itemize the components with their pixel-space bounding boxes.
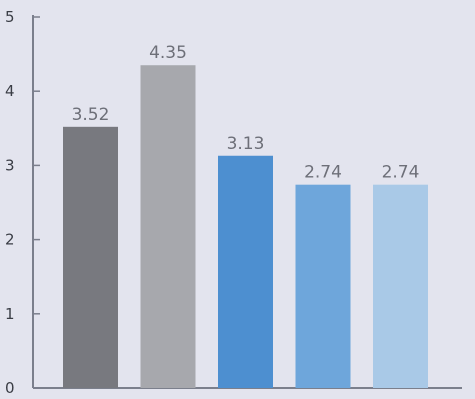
bar-value-label: 3.52 — [72, 105, 110, 125]
bar — [63, 126, 118, 388]
bar-value-label: 4.35 — [149, 43, 187, 63]
y-tick-label: 2 — [5, 231, 15, 249]
bar-value-label: 2.74 — [382, 163, 420, 183]
bar-value-label: 2.74 — [304, 163, 342, 183]
bars — [63, 65, 428, 388]
y-tick-label: 0 — [5, 379, 15, 397]
value-labels: 3.52 4.35 3.13 2.74 2.74 — [72, 43, 420, 182]
y-tick-label: 5 — [5, 8, 15, 26]
bar — [295, 184, 351, 388]
bar-value-label: 3.13 — [227, 134, 265, 154]
y-tick-label: 3 — [5, 156, 15, 174]
bar — [140, 65, 196, 388]
bar — [218, 155, 273, 388]
bar — [373, 184, 428, 388]
y-tick-label: 1 — [5, 305, 15, 323]
y-tick-label: 4 — [5, 82, 15, 100]
